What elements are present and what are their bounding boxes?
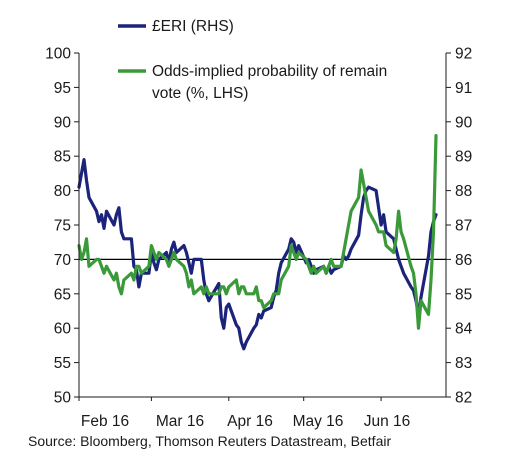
- y-right-tick-label: 89: [455, 149, 472, 166]
- y-left-tick-label: 85: [54, 149, 71, 166]
- y-left-tick-label: 60: [54, 321, 72, 338]
- source-note: Source: Bloomberg, Thomson Reuters Datas…: [28, 433, 392, 449]
- y-axis-right-ticks: 82 83 84 85 86 87 88 89 90 91 92: [446, 46, 473, 407]
- y-axis-left-ticks: 50 55 60 65 70 75 80 85 90 95 100: [45, 46, 79, 407]
- y-left-tick-label: 75: [54, 218, 71, 235]
- legend-label-odds-line1: Odds-implied probability of remain: [152, 63, 387, 80]
- y-right-tick-label: 85: [455, 286, 472, 303]
- y-right-tick-label: 84: [455, 321, 473, 338]
- x-tick-label: Feb 16: [81, 413, 129, 430]
- y-left-tick-label: 70: [54, 252, 72, 269]
- y-right-tick-label: 87: [455, 218, 472, 235]
- y-left-tick-label: 100: [45, 46, 71, 63]
- x-tick-label: Jun 16: [364, 413, 411, 430]
- y-left-tick-label: 55: [54, 355, 71, 372]
- legend-label-odds-line2: vote (%, LHS): [152, 85, 248, 102]
- y-left-tick-label: 90: [54, 114, 72, 131]
- y-left-tick-label: 50: [54, 390, 72, 407]
- x-axis-ticks: Feb 16 Mar 16 Apr 16 May 16 Jun 16: [78, 397, 411, 430]
- y-left-tick-label: 95: [54, 80, 71, 97]
- y-right-tick-label: 82: [455, 390, 472, 407]
- series-layer: [77, 134, 438, 351]
- series-line-odds: [77, 134, 438, 330]
- y-right-tick-label: 92: [455, 46, 472, 63]
- y-right-tick-label: 88: [455, 183, 472, 200]
- legend-label-eri: £ERI (RHS): [152, 18, 234, 35]
- x-tick-label: Apr 16: [227, 413, 273, 430]
- y-right-tick-label: 86: [455, 252, 472, 269]
- y-left-tick-label: 65: [54, 286, 71, 303]
- x-tick-label: May 16: [293, 413, 344, 430]
- y-left-tick-label: 80: [54, 183, 72, 200]
- x-tick-label: Mar 16: [156, 413, 204, 430]
- y-right-tick-label: 83: [455, 355, 472, 372]
- series-line-eri: [77, 158, 438, 351]
- y-right-tick-label: 91: [455, 80, 472, 97]
- y-right-tick-label: 90: [455, 114, 473, 131]
- axes: [78, 53, 447, 398]
- legend: £ERI (RHS) Odds-implied probability of r…: [118, 18, 387, 102]
